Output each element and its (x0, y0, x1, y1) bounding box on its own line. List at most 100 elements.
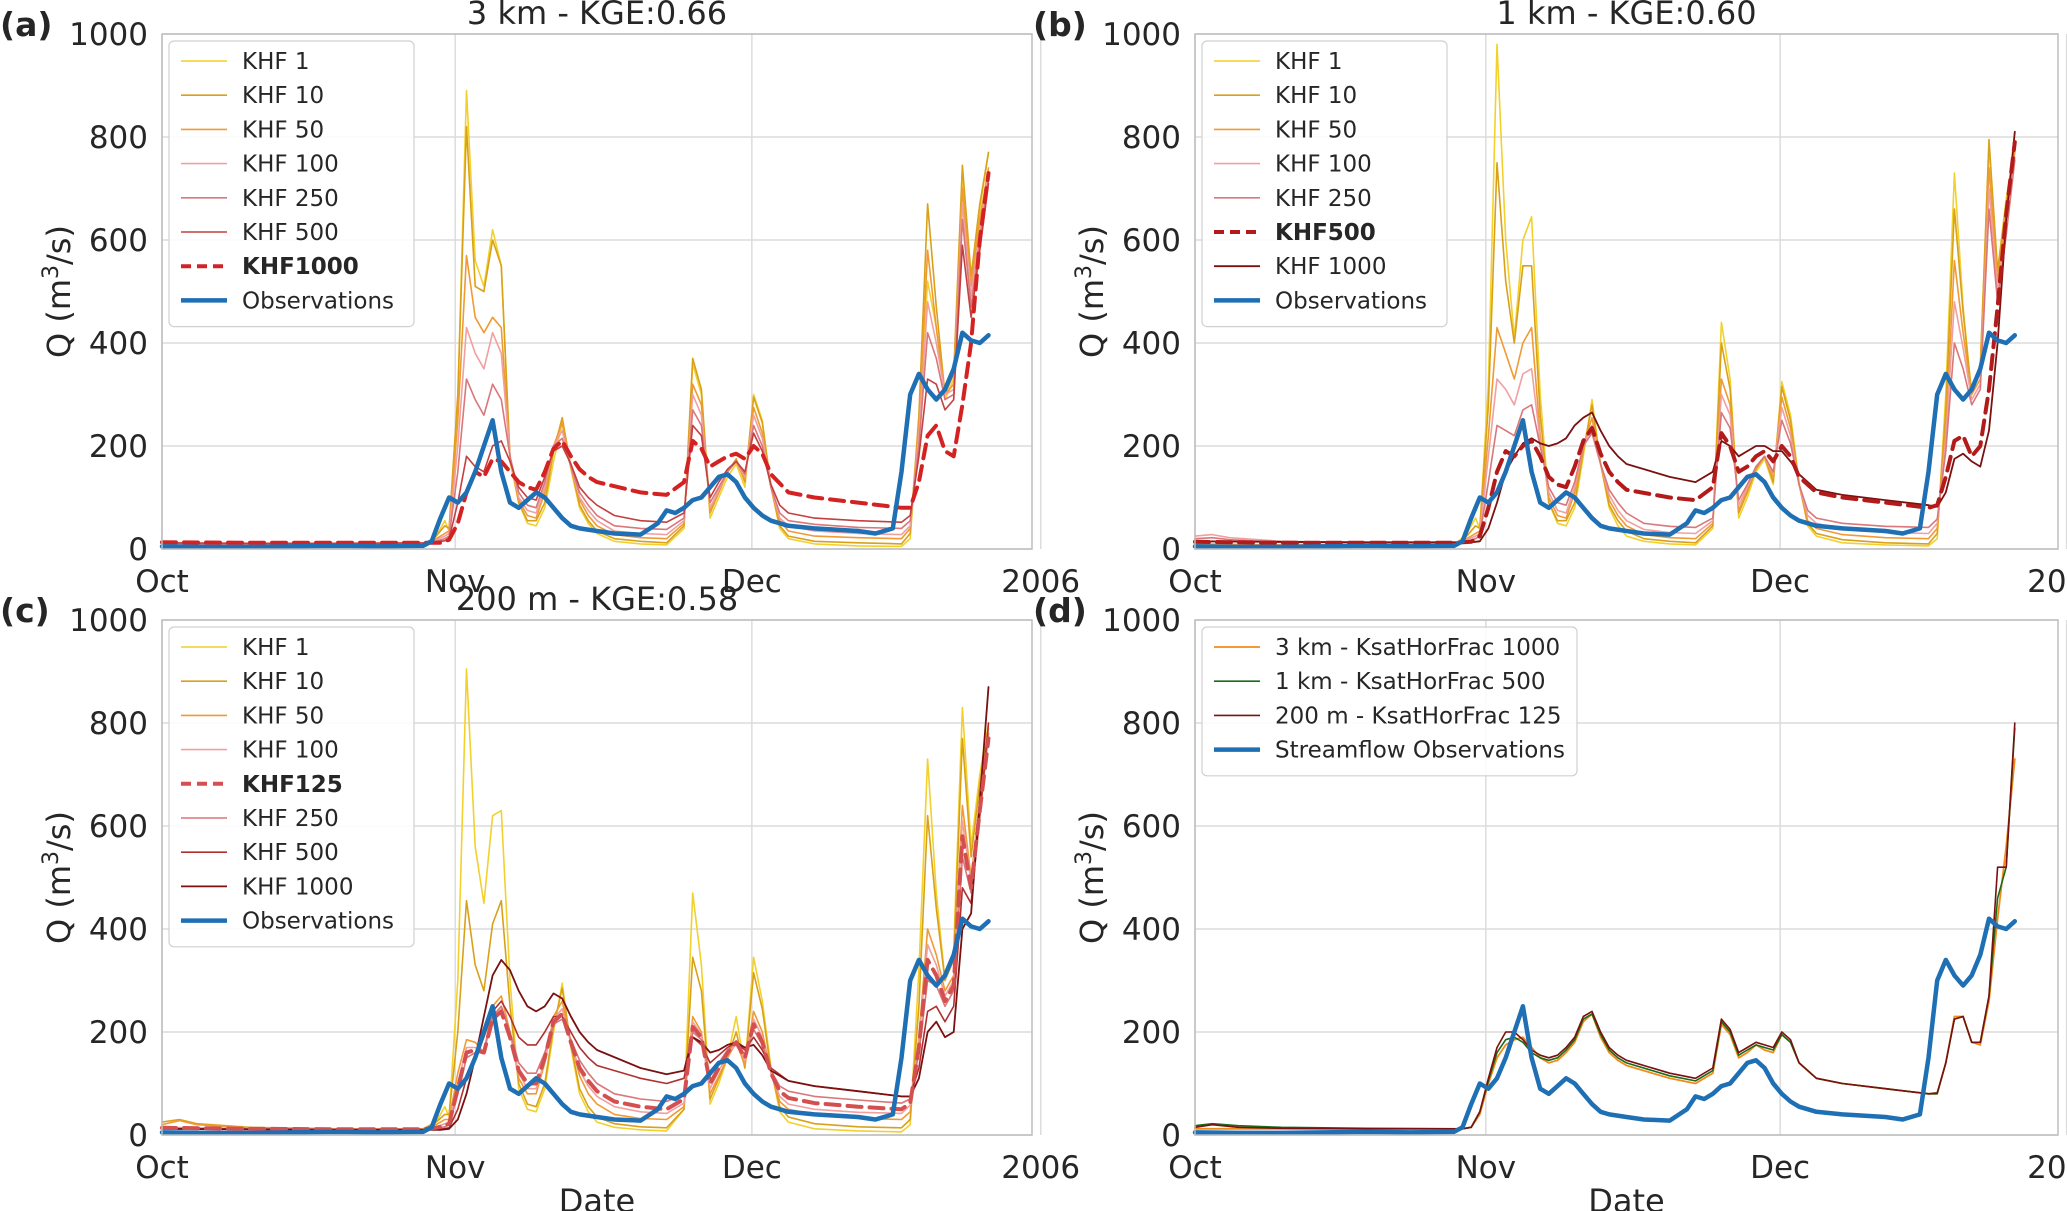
series-line-observations (159, 916, 991, 1136)
legend-label: KHF 50 (1275, 117, 1357, 143)
legend-label: KHF 500 (242, 220, 339, 246)
plot-frame (161, 619, 1033, 1136)
legend: KHF 1 KHF 10 KHF 50 KHF 100 KHF 250 KHF500 KHF… (1201, 40, 1448, 328)
y-tick-label: 0 (1161, 1118, 1181, 1154)
y-axis-title: Q (m3/s) (39, 225, 78, 358)
x-tick-label: Oct (135, 1150, 189, 1186)
chart-title: 200 m - KGE:0.58 (456, 580, 738, 618)
series-line-khf-250 (1194, 159, 2016, 544)
x-tick-label: 2006 (2027, 564, 2067, 600)
x-tick-label: Dec (722, 564, 782, 600)
series-line-khf500 (1193, 140, 2017, 545)
y-tick-label: 800 (89, 120, 148, 156)
legend-label: KHF 10 (1275, 83, 1357, 109)
plot-frame (1194, 33, 2059, 550)
legend-box (1201, 40, 1448, 328)
x-axis-title: Date (1588, 1182, 1664, 1211)
legend-label: KHF 250 (242, 186, 339, 212)
legend-box (168, 626, 415, 948)
y-tick-label: 600 (89, 809, 148, 845)
y-tick-label: 600 (1122, 809, 1181, 845)
legend-label: 3 km - KsatHorFrac 1000 (1275, 635, 1560, 661)
x-axis-title: Date (559, 1182, 635, 1211)
panel-letter: (a) (0, 5, 52, 44)
y-tick-label: 400 (89, 912, 148, 948)
legend-label: KHF 100 (242, 152, 339, 178)
x-tick-label: Nov (1456, 1150, 1517, 1186)
chart-panel-a: 0 200 400 600 800 1000 Oct Nov Dec 2006 Q (m3/s) (a… (0, 0, 1080, 600)
y-tick-label: 1000 (1102, 603, 1181, 639)
series-line-khf-10 (161, 727, 990, 1130)
y-tick-label: 200 (1122, 429, 1181, 465)
panel-letter: (b) (1033, 5, 1087, 44)
y-tick-label: 400 (1122, 912, 1181, 948)
legend: KHF 1 KHF 10 KHF 50 KHF 100 KHF 250 KHF 500 KH… (168, 40, 415, 328)
series-line-3-km-ksathorfrac-1000 (1194, 758, 2016, 1130)
x-tick-label: Oct (1168, 564, 1222, 600)
legend-label: Observations (242, 288, 394, 314)
panel-letter: (c) (0, 591, 50, 630)
y-axis-title: Q (m3/s) (1072, 811, 1111, 944)
legend: 3 km - KsatHorFrac 1000 1 km - KsatHorFra… (1201, 626, 1578, 777)
x-tick-label: 2006 (1001, 564, 1080, 600)
x-tick-label: Nov (425, 564, 486, 600)
x-tick-label: 2006 (2027, 1150, 2067, 1186)
y-tick-label: 0 (128, 1118, 148, 1154)
y-tick-label: 200 (1122, 1015, 1181, 1051)
y-tick-label: 800 (1122, 120, 1181, 156)
chart-panel-d: 0 200 400 600 800 1000 Oct Nov Dec 2006 Q (m3/s) Da… (1033, 591, 2067, 1211)
y-tick-label: 1000 (1102, 17, 1181, 53)
legend-label: KHF 100 (1275, 152, 1372, 178)
series-line-observations (159, 330, 991, 550)
x-tick-label: Dec (722, 1150, 782, 1186)
legend-label: KHF 250 (242, 806, 339, 832)
y-tick-label: 0 (1161, 532, 1181, 568)
y-axis-title: Q (m3/s) (39, 811, 78, 944)
y-tick-label: 600 (1122, 223, 1181, 259)
x-tick-label: Nov (425, 1150, 486, 1186)
legend-label: KHF 50 (242, 117, 324, 143)
chart-panel-c: 0 200 400 600 800 1000 Oct Nov Dec 2006 Q (m3/s) Da… (0, 580, 1080, 1211)
chart-title: 3 km - KGE:0.66 (467, 0, 727, 32)
legend-label: KHF 500 (242, 840, 339, 866)
legend-label: KHF 1 (242, 49, 310, 75)
panel-letter: (d) (1033, 591, 1087, 630)
x-tick-label: Oct (135, 564, 189, 600)
legend-label: 1 km - KsatHorFrac 500 (1275, 669, 1546, 695)
legend-label: KHF500 (1275, 220, 1376, 246)
legend-label: KHF 1 (242, 635, 310, 661)
legend-label: KHF 1 (1275, 49, 1343, 75)
y-tick-label: 1000 (69, 17, 148, 53)
legend-label: KHF 250 (1275, 186, 1372, 212)
legend-label: KHF125 (242, 772, 343, 798)
legend-label: KHF 50 (242, 703, 324, 729)
x-tick-label: Nov (1456, 564, 1517, 600)
legend-label: KHF 10 (242, 669, 324, 695)
legend: KHF 1 KHF 10 KHF 50 KHF 100 KHF125 KHF 250 KHF… (168, 626, 415, 948)
series-line-200-m-ksathorfrac-125 (1194, 722, 2016, 1130)
legend-label: KHF 10 (242, 83, 324, 109)
legend-box (1201, 626, 1578, 777)
y-tick-label: 200 (89, 429, 148, 465)
y-tick-label: 0 (128, 532, 148, 568)
y-tick-label: 800 (1122, 706, 1181, 742)
y-tick-label: 800 (89, 706, 148, 742)
y-tick-label: 200 (89, 1015, 148, 1051)
y-tick-label: 400 (89, 326, 148, 362)
legend-label: KHF 1000 (242, 874, 353, 900)
legend-label: KHF1000 (242, 254, 359, 280)
legend-label: KHF 1000 (1275, 254, 1386, 280)
x-tick-label: Dec (1750, 1150, 1810, 1186)
y-tick-label: 600 (89, 223, 148, 259)
series-line-observations (1192, 330, 2018, 550)
y-axis-title: Q (m3/s) (1072, 225, 1111, 358)
plot-frame (1194, 619, 2059, 1136)
legend-label: KHF 100 (242, 738, 339, 764)
legend-box (168, 40, 415, 328)
x-tick-label: 2006 (1001, 1150, 1080, 1186)
legend-label: 200 m - KsatHorFrac 125 (1275, 703, 1562, 729)
plot-frame (161, 33, 1033, 550)
series-line-khf125 (160, 736, 991, 1132)
chart-title: 1 km - KGE:0.60 (1496, 0, 1756, 32)
